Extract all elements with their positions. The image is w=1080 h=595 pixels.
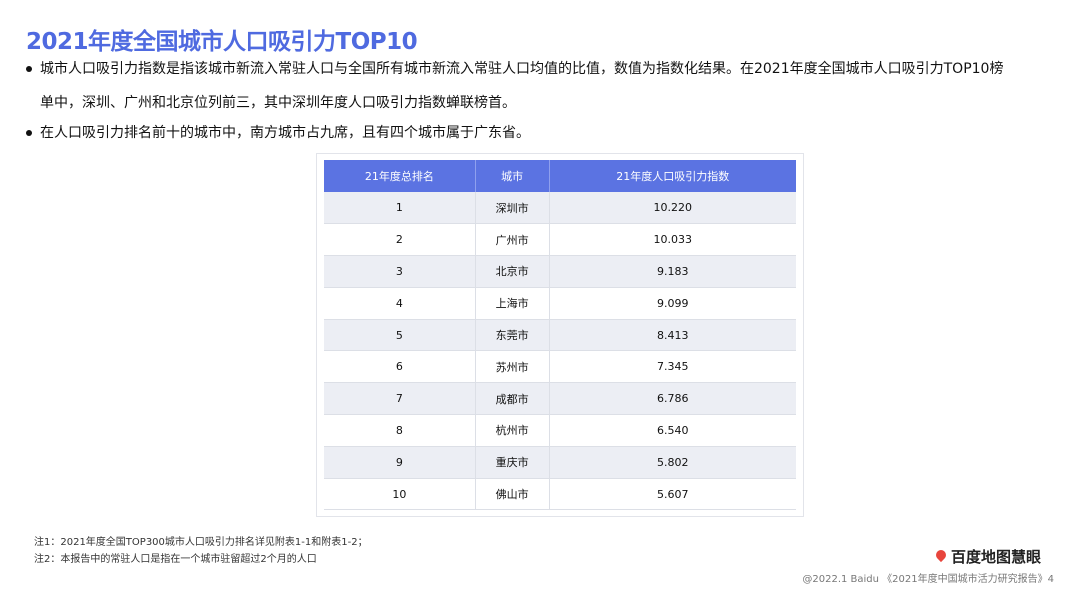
table-row: 2 广州市 10.033 xyxy=(324,223,796,257)
cell-rank: 9 xyxy=(324,446,476,479)
cell-index: 6.540 xyxy=(549,414,796,447)
ranking-table: 21年度总排名 城市 21年度人口吸引力指数 1 深圳市 10.220 2 广州市 10.… xyxy=(324,160,796,511)
cell-rank: 4 xyxy=(324,287,476,320)
cell-index: 10.033 xyxy=(549,223,796,257)
cell-city: 深圳市 xyxy=(475,192,550,225)
header-city: 城市 xyxy=(475,160,550,192)
cell-city: 广州市 xyxy=(475,223,550,257)
cell-city: 北京市 xyxy=(475,255,550,288)
cell-city: 苏州市 xyxy=(475,350,550,384)
cell-index: 5.607 xyxy=(549,478,796,511)
table-row: 10 佛山市 5.607 xyxy=(324,478,796,511)
cell-rank: 1 xyxy=(324,192,476,225)
footnotes: 注1：2021年度全国TOP300城市人口吸引力排名详见附表1-1和附表1-2；… xyxy=(34,534,368,568)
bullet-1: 城市人口吸引力指数是指该城市新流入常驻人口与全国所有城市新流入常驻人口均值的比值… xyxy=(26,52,1066,120)
table-row: 8 杭州市 6.540 xyxy=(324,414,796,447)
cell-index: 5.802 xyxy=(549,446,796,479)
note-1: 注1：2021年度全国TOP300城市人口吸引力排名详见附表1-1和附表1-2； xyxy=(34,537,368,548)
cell-rank: 7 xyxy=(324,382,476,416)
cell-index: 7.345 xyxy=(549,350,796,384)
bullet-dot xyxy=(26,66,32,72)
cell-rank: 6 xyxy=(324,350,476,384)
baidu-logo: 百度地图慧眼 xyxy=(936,546,1041,567)
cell-rank: 5 xyxy=(324,319,476,352)
bullet-dot xyxy=(26,130,32,136)
table-header-row: 21年度总排名 城市 21年度人口吸引力指数 xyxy=(324,160,796,192)
cell-city: 重庆市 xyxy=(475,446,550,479)
cell-city: 佛山市 xyxy=(475,478,550,511)
header-index: 21年度人口吸引力指数 xyxy=(549,160,796,192)
table-row: 4 上海市 9.099 xyxy=(324,287,796,320)
table-row: 3 北京市 9.183 xyxy=(324,255,796,288)
table-row: 6 苏州市 7.345 xyxy=(324,350,796,384)
cell-city: 成都市 xyxy=(475,382,550,416)
map-pin-icon xyxy=(936,550,946,564)
bullet-text: 在人口吸引力排名前十的城市中，南方城市占九席，且有四个城市属于广东省。 xyxy=(40,125,530,141)
note-2: 注2：本报告中的常驻人口是指在一个城市驻留超过2个月的人口 xyxy=(34,554,317,565)
table-row: 1 深圳市 10.220 xyxy=(324,192,796,225)
cell-rank: 2 xyxy=(324,223,476,257)
cell-index: 6.786 xyxy=(549,382,796,416)
bullet-text-continued: 单中，深圳、广州和北京位列前三，其中深圳年度人口吸引力指数蝉联榜首。 xyxy=(40,95,516,111)
cell-rank: 10 xyxy=(324,478,476,511)
cell-city: 杭州市 xyxy=(475,414,550,447)
table-container: 21年度总排名 城市 21年度人口吸引力指数 1 深圳市 10.220 2 广州市 10.… xyxy=(316,153,804,517)
cell-index: 10.220 xyxy=(549,192,796,225)
table-row: 7 成都市 6.786 xyxy=(324,382,796,416)
logo-text: 百度地图慧眼 xyxy=(951,548,1042,566)
cell-rank: 8 xyxy=(324,414,476,447)
page-title: 2021年度全国城市人口吸引力TOP10 xyxy=(26,29,418,55)
footer: @2022.1 Baidu 《2021年度中国城市活力研究报告》4 xyxy=(802,574,1054,585)
table-row: 9 重庆市 5.802 xyxy=(324,446,796,479)
table-row: 5 东莞市 8.413 xyxy=(324,319,796,352)
bullet-text: 城市人口吸引力指数是指该城市新流入常驻人口与全国所有城市新流入常驻人口均值的比值… xyxy=(40,61,1004,77)
header-rank: 21年度总排名 xyxy=(324,160,476,192)
cell-city: 东莞市 xyxy=(475,319,550,352)
cell-index: 8.413 xyxy=(549,319,796,352)
bullet-2: 在人口吸引力排名前十的城市中，南方城市占九席，且有四个城市属于广东省。 xyxy=(26,116,1066,150)
cell-city: 上海市 xyxy=(475,287,550,320)
cell-rank: 3 xyxy=(324,255,476,288)
cell-index: 9.099 xyxy=(549,287,796,320)
cell-index: 9.183 xyxy=(549,255,796,288)
